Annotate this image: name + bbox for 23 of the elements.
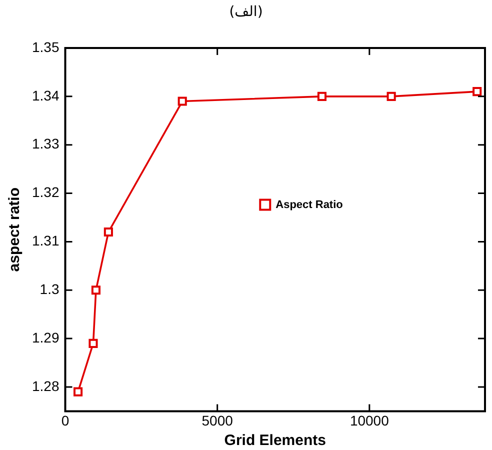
legend-label: Aspect Ratio <box>276 198 344 211</box>
y-tick-label: 1.3 <box>40 280 60 297</box>
y-tick-label: 1.35 <box>32 38 60 55</box>
point <box>386 92 396 101</box>
y-tick-label: 1.32 <box>32 184 60 200</box>
point <box>178 96 187 106</box>
x-tick-label: 10000 <box>350 412 390 428</box>
point <box>472 87 482 96</box>
y-tick-label: 1.33 <box>32 136 60 152</box>
x-tick-label: 0 <box>61 412 70 428</box>
point <box>88 338 98 348</box>
x-axis-title: Grid Elements <box>224 432 326 450</box>
y-axis-title: aspect ratio <box>6 188 24 272</box>
y-tick-label: 1.34 <box>32 87 60 104</box>
x-tick-label: 5000 <box>202 412 234 428</box>
point <box>73 387 83 396</box>
point <box>104 227 113 237</box>
y-tick-label: 1.29 <box>32 329 60 346</box>
y-tick-label: 1.28 <box>32 378 60 394</box>
y-tick-label: 1.31 <box>32 232 60 249</box>
point <box>317 92 326 101</box>
chart-title: (الف) <box>228 4 264 20</box>
point <box>91 286 101 295</box>
